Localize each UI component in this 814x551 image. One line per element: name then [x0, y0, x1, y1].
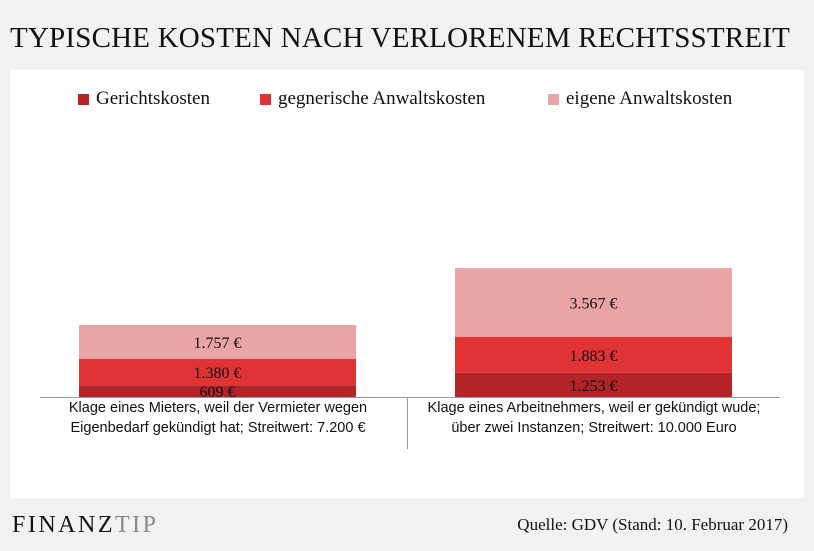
- legend-item-eigene-anwaltskosten: eigene Anwaltskosten: [548, 88, 732, 110]
- data-label-mieter-eigene-anwaltskosten: 1.757 €: [194, 335, 242, 352]
- bar-mieter-gegnerische-anwaltskosten: [79, 358, 356, 386]
- bar-arbeitnehmer-gegnerische-anwaltskosten: [455, 336, 732, 373]
- finanztip-logo: FINANZTIP: [12, 512, 159, 539]
- data-label-arbeitnehmer-gerichtskosten: 1.253 €: [570, 378, 618, 395]
- category-label-arbeitnehmer: Klage eines Arbeitnehmers, weil er gekün…: [414, 398, 774, 438]
- legend-item-gerichtskosten: Gerichtskosten: [78, 88, 210, 110]
- legend-label-gegnerische-anwaltskosten: gegnerische Anwaltskosten: [278, 88, 486, 109]
- category-label-mieter: Klage eines Mieters, weil der Vermieter …: [38, 398, 398, 438]
- data-label-mieter-gerichtskosten: 609 €: [200, 384, 236, 401]
- data-label-mieter-gegnerische-anwaltskosten: 1.380 €: [194, 365, 242, 382]
- logo-text-tip: TIP: [115, 512, 159, 538]
- bar-arbeitnehmer-gerichtskosten: [455, 372, 732, 397]
- legend-item-gegnerische-anwaltskosten: gegnerische Anwaltskosten: [260, 88, 485, 110]
- chart-title: TYPISCHE KOSTEN NACH VERLORENEM RECHTSST…: [10, 22, 791, 54]
- source-note: Quelle: GDV (Stand: 10. Februar 2017): [517, 515, 788, 534]
- bar-chart-plot: 609 € 1.380 € 1.757 € 1.253 € 1.883 € 3.567 €: [40, 268, 780, 449]
- legend-label-eigene-anwaltskosten: eigene Anwaltskosten: [566, 88, 733, 109]
- bar-arbeitnehmer-eigene-anwaltskosten: [455, 268, 732, 337]
- chart-panel: Gerichtskosten gegnerische Anwaltskosten…: [10, 70, 804, 498]
- data-label-arbeitnehmer-eigene-anwaltskosten: 3.567 €: [570, 295, 618, 312]
- logo-text-finanz: FINANZ: [12, 512, 115, 538]
- legend-label-gerichtskosten: Gerichtskosten: [96, 88, 210, 109]
- legend-swatch-eigene-anwaltskosten: [548, 93, 559, 105]
- legend-swatch-gegnerische-anwaltskosten: [260, 93, 271, 105]
- legend-swatch-gerichtskosten: [78, 93, 89, 105]
- category-label-mieter-line-1: Klage eines Mieters, weil der Vermieter …: [68, 400, 368, 416]
- data-label-arbeitnehmer-gegnerische-anwaltskosten: 1.883 €: [570, 348, 618, 365]
- bar-mieter-eigene-anwaltskosten: [79, 324, 356, 359]
- legend: Gerichtskosten gegnerische Anwaltskosten…: [10, 88, 804, 112]
- bar-mieter-gerichtskosten: [79, 385, 356, 397]
- category-label-arbeitnehmer-line-1: Klage eines Arbeitnehmers, weil er gekün…: [427, 400, 761, 416]
- category-label-arbeitnehmer-line-2: über zwei Instanzen; Streitwert: 10.000 …: [451, 420, 737, 436]
- category-label-mieter-line-2: Eigenbedarf gekündigt hat; Streitwert: 7…: [70, 420, 366, 436]
